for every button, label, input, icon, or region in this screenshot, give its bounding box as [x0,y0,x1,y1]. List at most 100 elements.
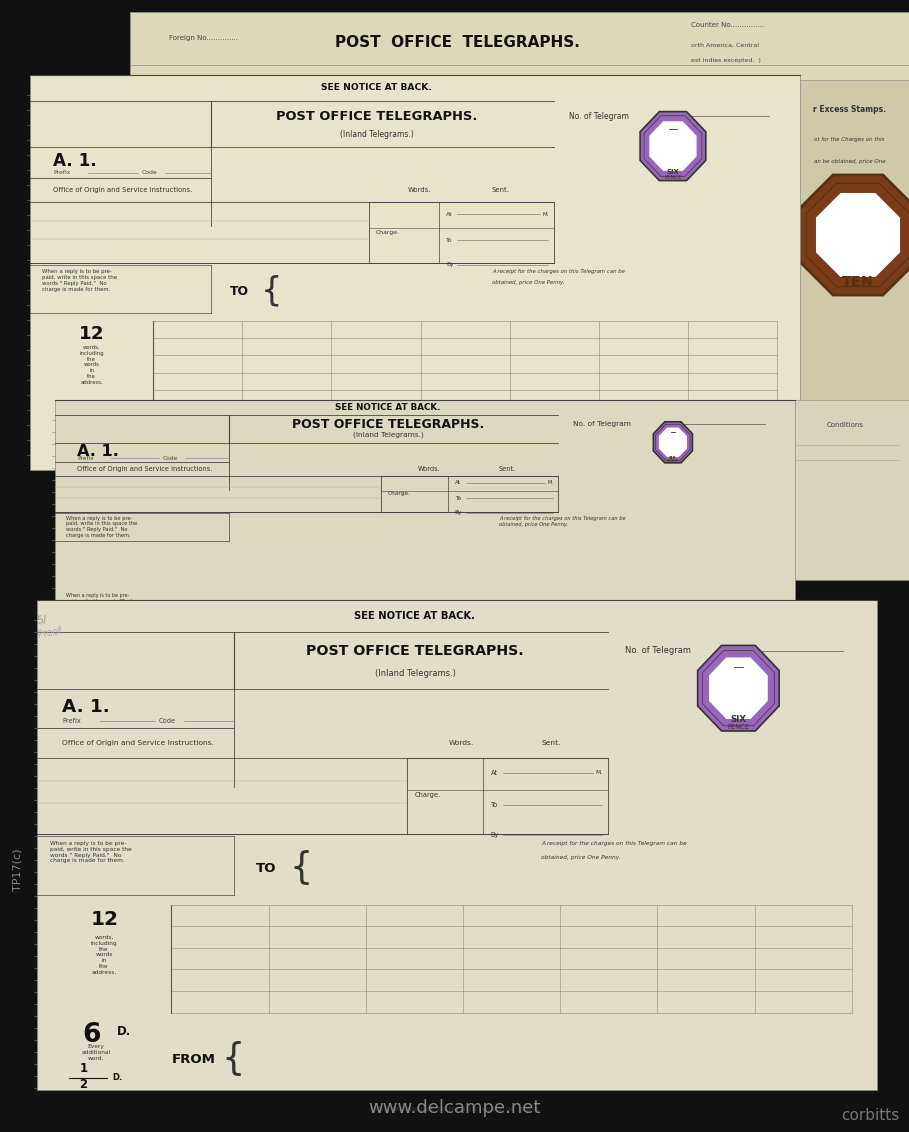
Text: Prefix: Prefix [77,456,94,461]
Text: 12: 12 [79,325,105,343]
Text: By: By [454,511,462,515]
Text: When a reply is to be pre-
paid, write the words "Reply
Paid" in the space below: When a reply is to be pre- paid, write t… [66,593,137,615]
Text: PENCE: PENCE [664,174,682,180]
Text: POST OFFICE TELEGRAPHS.: POST OFFICE TELEGRAPHS. [306,644,524,658]
Text: Proof: Proof [37,626,63,640]
Text: D.: D. [113,1073,123,1082]
Polygon shape [654,422,693,463]
Text: -- (: -- ( [262,616,278,626]
Text: To: To [454,496,461,500]
Text: POST OFFICE TELEGRAPHS.: POST OFFICE TELEGRAPHS. [275,110,477,122]
Text: words,
including
the
words
in
the
address,: words, including the words in the addres… [91,935,117,975]
Text: When a reply is to be pre-
paid, write in this space the
words " Reply Paid."  N: When a reply is to be pre- paid, write i… [66,515,137,538]
Text: {: { [261,275,283,308]
Text: {: { [289,849,313,886]
Polygon shape [709,658,768,719]
Text: M.: M. [547,480,554,486]
Text: Code: Code [142,170,157,175]
Text: M.: M. [595,771,603,775]
Text: 12: 12 [90,910,118,929]
Text: To: To [491,801,498,808]
Text: At: At [446,212,453,217]
Text: D.: D. [116,1024,131,1038]
Text: POST OFFICE TELEGRAPHS.: POST OFFICE TELEGRAPHS. [292,418,484,431]
Text: Words.: Words. [449,740,474,746]
Text: POST  OFFICE  TELEGRAPHS.: POST OFFICE TELEGRAPHS. [335,35,580,50]
Text: When a reply is to be pre-
paid, write in this space the
words " Reply Paid."  N: When a reply is to be pre- paid, write i… [50,841,131,864]
Text: TP17(c): TP17(c) [13,849,23,891]
Text: No. of Telegram: No. of Telegram [625,646,691,655]
Text: At: At [491,770,498,775]
Text: FROM: FROM [172,1053,215,1065]
Text: M.: M. [542,212,548,217]
Text: obtained, price One Penny.: obtained, price One Penny. [541,855,621,860]
Text: words,
including
the
words
in
the
address,: words, including the words in the addres… [79,345,104,385]
Text: SEE NOTICE AT BACK.: SEE NOTICE AT BACK. [335,403,441,412]
Text: Words.: Words. [417,465,440,472]
Text: No. of Telegram: No. of Telegram [573,421,631,428]
Text: Office of Origin and Service Instructions.: Office of Origin and Service Instruction… [53,187,193,194]
Text: Office of Origin and Service Instructions.: Office of Origin and Service Instruction… [62,740,215,746]
Text: 6: 6 [83,1022,101,1048]
Polygon shape [640,112,705,181]
Text: By: By [446,263,454,267]
Text: (Inland Telegrams.): (Inland Telegrams.) [353,432,424,438]
Polygon shape [798,175,909,295]
Text: A receipt for the charges on this Telegram can be: A receipt for the charges on this Telegr… [492,269,624,274]
Text: Prefix: Prefix [62,719,81,724]
Text: A receipt for the charges on this Telegram can be: A receipt for the charges on this Telegr… [541,841,687,846]
Text: an be obtained, price One: an be obtained, price One [814,158,885,164]
Polygon shape [659,428,687,457]
Text: obtained, price One Penny.: obtained, price One Penny. [499,522,568,528]
Text: (Inland Telegrams.): (Inland Telegrams.) [340,129,414,138]
Text: Charge.: Charge. [387,491,410,496]
Bar [790,80,909,451]
Bar [37,600,877,1090]
Text: To: To [446,238,453,242]
Circle shape [658,132,685,160]
Text: r Excess Stamps.: r Excess Stamps. [813,105,886,114]
Text: ot for the Charges on this: ot for the Charges on this [814,137,884,142]
Text: At: At [454,480,461,486]
Text: Prefix: Prefix [53,170,71,175]
Text: Foreign No..............: Foreign No.............. [169,35,238,42]
Text: TO: TO [230,284,249,298]
Text: Code: Code [163,456,177,461]
Polygon shape [697,645,779,731]
Text: (Inland Telegrams.): (Inland Telegrams.) [375,669,455,678]
Text: www.delcampe.net: www.delcampe.net [368,1099,540,1117]
Text: When a reply is to be pre-
paid, write in this space the
words " Reply Paid."  N: When a reply is to be pre- paid, write i… [42,269,116,292]
Text: obtained, price One Penny.: obtained, price One Penny. [492,281,564,285]
Bar [780,400,909,580]
Text: By: By [491,832,499,839]
Text: Charge.: Charge. [375,230,400,234]
Text: Every
additional
word,: Every additional word, [81,1045,110,1061]
Circle shape [664,435,680,451]
Circle shape [720,671,754,705]
Bar [30,75,800,470]
Text: SIX: SIX [669,455,676,460]
Text: 5/: 5/ [35,615,48,626]
Text: est Indies excepted.  ): est Indies excepted. ) [691,58,761,63]
Text: Charge.: Charge. [415,792,440,798]
Bar [55,400,795,635]
Circle shape [833,212,879,258]
Text: A receipt for the charges on this Telegram can be: A receipt for the charges on this Telegr… [499,515,625,521]
Text: 2: 2 [79,1078,87,1091]
Text: A. 1.: A. 1. [53,152,97,170]
Polygon shape [816,192,900,277]
Text: {: { [222,1040,245,1078]
Text: SIX: SIX [731,715,746,724]
Text: Sent.: Sent. [541,740,561,746]
Text: (6707)  Wt. 23400-2300.  250,000.  10/12.  Wy. & S., Ltd.   Sch. 41.: (6707) Wt. 23400-2300. 250,000. 10/12. W… [373,1107,542,1112]
Text: orth America, Central: orth America, Central [691,43,759,48]
Text: TO: TO [255,861,276,875]
Polygon shape [649,121,696,171]
Text: SEE NOTICE AT BACK.: SEE NOTICE AT BACK. [355,611,475,621]
Text: Conditions: Conditions [826,422,864,428]
Text: SEE NOTICE AT BACK.: SEE NOTICE AT BACK. [321,84,432,93]
Text: PENCE: PENCE [727,724,749,730]
Text: Words.: Words. [407,187,431,194]
Text: Sent.: Sent. [499,465,516,472]
Text: PENCE: PENCE [667,458,679,463]
